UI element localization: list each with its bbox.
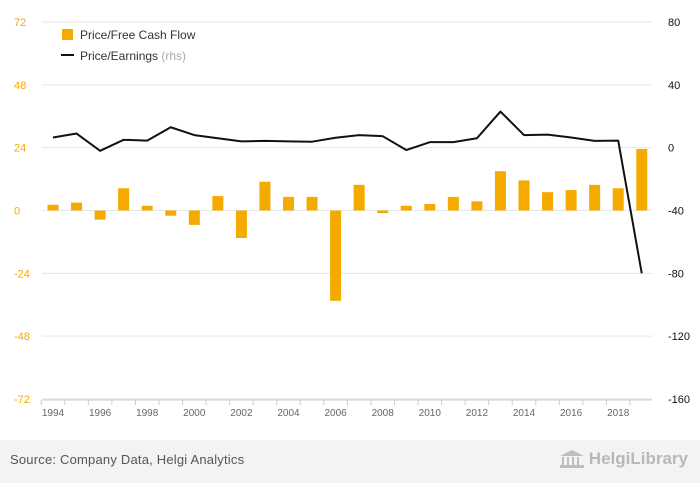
bar <box>494 171 506 211</box>
bar <box>400 205 412 211</box>
bar <box>353 184 365 211</box>
legend-series-name: Price/Earnings <box>80 49 161 63</box>
left-axis-tick-label: 72 <box>14 17 26 29</box>
left-axis-tick-label: 0 <box>14 206 20 218</box>
right-axis-tick-label: 40 <box>668 80 680 92</box>
bar <box>306 196 318 211</box>
x-axis-tick-label: 2010 <box>419 408 442 419</box>
line-series-price-earnings <box>52 110 643 274</box>
bar <box>118 188 130 211</box>
bar <box>589 184 601 211</box>
bar <box>636 148 648 211</box>
legend-swatch-bar <box>62 29 73 40</box>
left-axis-tick-label: 48 <box>14 80 26 92</box>
x-axis-tick-label: 2012 <box>466 408 489 419</box>
legend-label-price-earnings: Price/Earnings (rhs) <box>80 49 186 63</box>
bar <box>518 180 530 211</box>
bar <box>71 202 83 211</box>
bar <box>447 196 459 211</box>
x-axis-tick-label: 2008 <box>372 408 395 419</box>
right-axis-tick-label: 0 <box>668 143 674 155</box>
x-axis-tick-label: 2014 <box>513 408 536 419</box>
bar <box>377 210 389 214</box>
right-axis-tick-label: 80 <box>668 17 680 29</box>
bar <box>94 210 106 220</box>
x-axis-tick-label: 2016 <box>560 408 583 419</box>
right-axis-tick-label: -80 <box>668 268 684 280</box>
bar <box>188 210 200 225</box>
bar <box>283 196 294 211</box>
chart: 72 48 24 0 -24 -48 -72 80 40 0 -40 -80 -120 -160 1994 1… <box>14 17 690 419</box>
footer: Source: Company Data, Helgi Analytics He… <box>0 440 700 483</box>
right-axis-tick-label: -120 <box>668 331 690 343</box>
bar <box>235 210 247 238</box>
helgi-library-logo: HelgiLibrary <box>559 449 688 469</box>
bar <box>542 192 554 211</box>
x-axis-tick-label: 1996 <box>89 408 112 419</box>
left-axis-tick-label: 24 <box>14 143 26 155</box>
x-axis-tick-label: 2000 <box>183 408 206 419</box>
bar <box>565 190 577 211</box>
legend-rhs-note: (rhs) <box>161 49 186 63</box>
x-axis-tick-label: 2006 <box>324 408 347 419</box>
bar <box>141 205 153 211</box>
bar <box>259 181 271 211</box>
bar <box>612 188 624 211</box>
bar <box>471 201 483 211</box>
x-axis-tick-label: 2004 <box>277 408 300 419</box>
legend-label-price-fcf: Price/Free Cash Flow <box>80 28 196 42</box>
x-axis-tick-label: 1998 <box>136 408 159 419</box>
library-building-icon <box>559 450 584 468</box>
x-axis-tick-label: 1994 <box>42 408 65 419</box>
left-axis-tick-label: -72 <box>14 394 30 406</box>
bar <box>165 210 177 216</box>
left-axis-tick-label: -48 <box>14 331 30 343</box>
right-axis-tick-label: -160 <box>668 394 690 406</box>
right-axis-tick-label: -40 <box>668 206 684 218</box>
left-axis-tick-label: -24 <box>14 268 30 280</box>
chart-svg: 72 48 24 0 -24 -48 -72 80 40 0 -40 -80 -120 -160 1994 1… <box>14 17 690 419</box>
bar <box>47 204 59 211</box>
source-text: Source: Company Data, Helgi Analytics <box>10 452 245 467</box>
bar <box>212 196 224 211</box>
brand-name: HelgiLibrary <box>588 449 688 468</box>
bar <box>330 210 342 301</box>
x-axis-tick-label: 2002 <box>230 408 253 419</box>
bar <box>424 203 436 211</box>
x-axis-tick-label: 2018 <box>607 408 630 419</box>
